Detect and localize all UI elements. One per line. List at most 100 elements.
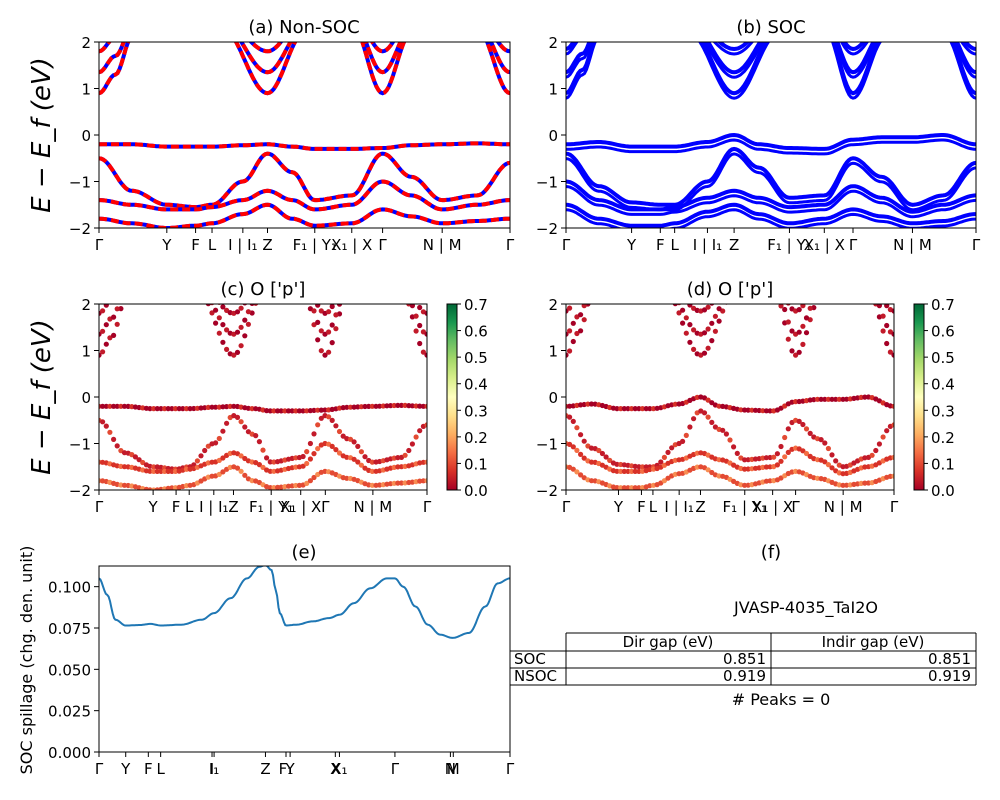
xtick-label-e: Z	[260, 760, 270, 778]
spillage-line	[99, 566, 510, 639]
projection-point	[800, 304, 806, 309]
projection-point	[205, 443, 211, 449]
colorbar-d	[913, 303, 925, 491]
projection-point	[574, 469, 580, 475]
projection-point	[366, 279, 371, 284]
projection-point	[352, 286, 357, 291]
projection-point	[195, 278, 200, 283]
projection-point	[344, 288, 349, 293]
projection-point	[763, 455, 770, 461]
projection-point	[395, 283, 400, 288]
projection-point	[789, 348, 795, 354]
projection-point	[315, 422, 321, 428]
projection-point	[818, 396, 824, 402]
projection-point	[198, 453, 204, 459]
band-line-split	[566, 185, 976, 219]
projection-point	[633, 284, 638, 289]
projection-point	[574, 447, 580, 453]
projection-point	[133, 277, 138, 282]
projection-point	[205, 404, 211, 410]
projection-point	[873, 447, 879, 454]
xtick-label-c: Γ	[321, 498, 330, 516]
projection-point	[187, 406, 193, 412]
projection-point	[822, 278, 827, 283]
projection-point	[796, 307, 802, 313]
projection-point	[680, 320, 686, 326]
projection-point	[173, 276, 178, 281]
xtick-label-c: F₁ | Y₁	[249, 498, 293, 516]
projection-point	[162, 284, 167, 289]
projection-point	[158, 283, 163, 288]
projection-point	[329, 443, 335, 449]
projection-point	[100, 419, 106, 425]
projection-point	[311, 407, 317, 413]
band-down-line	[99, 141, 510, 151]
projection-point	[826, 285, 831, 290]
projection-point	[629, 284, 634, 289]
colorbar-tick-label: 0.3	[931, 402, 955, 420]
plot-frame-d	[565, 303, 895, 491]
projection-point	[727, 437, 733, 443]
projection-point	[381, 284, 386, 289]
projection-point	[311, 295, 316, 300]
plot-frame-e	[98, 565, 511, 753]
xtick-label-a: Y	[161, 236, 172, 254]
projection-point	[307, 456, 313, 462]
projection-point	[636, 285, 641, 290]
projection-point	[333, 423, 339, 429]
projection-point	[409, 304, 415, 309]
ytick-label-e: 0.000	[48, 744, 91, 762]
projection-point	[216, 315, 222, 321]
projection-point	[126, 287, 131, 292]
projection-point	[607, 285, 612, 290]
projection-point	[166, 275, 171, 280]
projection-point	[417, 304, 423, 311]
projection-point	[297, 274, 302, 279]
projection-point	[669, 288, 674, 293]
ytick-label-c: 2	[81, 296, 91, 314]
colorbar-tick-label: 0.7	[931, 296, 955, 314]
projection-point	[655, 287, 660, 292]
projection-point	[633, 280, 638, 285]
projection-point	[574, 330, 580, 337]
projection-point	[326, 349, 332, 355]
projection-point	[585, 278, 590, 283]
projection-point	[673, 293, 678, 298]
xtick-label-d: I | I₁	[664, 498, 693, 516]
projection-point	[267, 468, 273, 474]
projection-point	[614, 485, 620, 490]
projection-point	[611, 279, 616, 284]
projection-point	[162, 279, 167, 284]
projection-point	[655, 283, 660, 288]
projection-point	[738, 274, 743, 279]
projection-point	[424, 478, 427, 484]
projection-point	[107, 429, 113, 435]
projection-point	[307, 478, 313, 484]
projection-point	[621, 406, 627, 412]
projection-point	[238, 453, 244, 459]
projection-point	[840, 283, 845, 288]
projection-point	[705, 397, 711, 403]
projection-point	[118, 294, 123, 299]
projection-point	[326, 329, 332, 335]
projection-point	[329, 417, 335, 423]
projection-point	[848, 279, 853, 284]
projection-point	[859, 277, 864, 282]
projection-point	[851, 285, 856, 290]
projection-point	[665, 284, 670, 289]
projection-point	[377, 274, 382, 279]
xtick-label-c: X₁ | X	[280, 498, 321, 516]
projection-point	[884, 322, 890, 329]
projection-point	[162, 406, 168, 412]
projection-point	[224, 327, 230, 333]
projection-point	[420, 349, 426, 355]
projection-point	[760, 274, 765, 279]
projection-point	[154, 406, 160, 412]
projection-point	[362, 403, 368, 410]
band-down-line	[99, 179, 510, 212]
projection-point	[355, 443, 361, 449]
projection-point	[808, 291, 813, 296]
ytick-label-e: 0.100	[48, 579, 91, 597]
